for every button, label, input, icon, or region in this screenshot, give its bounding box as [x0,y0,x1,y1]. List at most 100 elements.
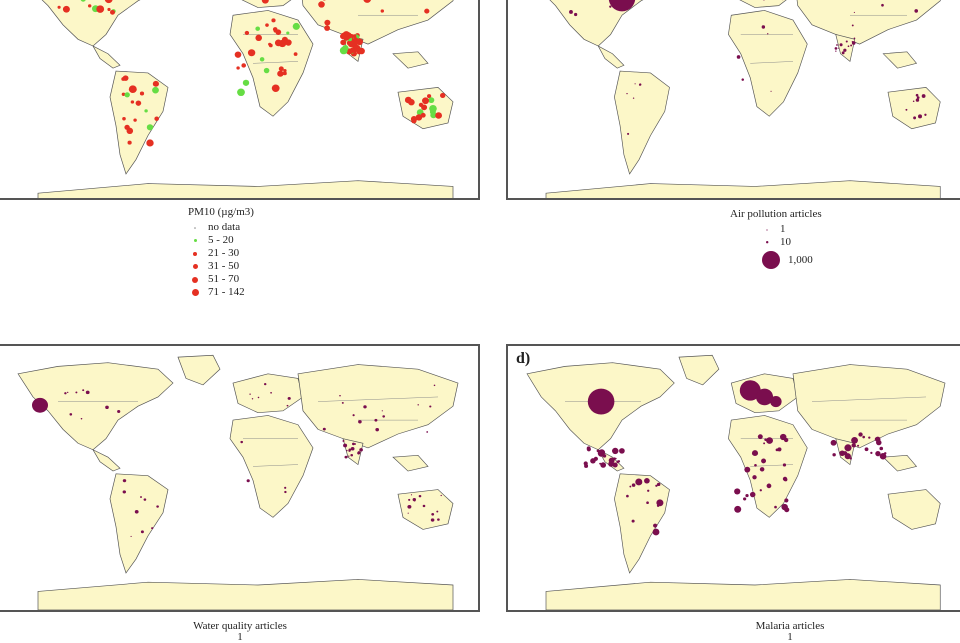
legend-dot-icon [192,251,198,257]
map-marker [110,10,115,15]
map-marker [418,404,419,405]
map-marker [245,31,249,35]
map-marker [835,47,838,50]
map-marker [382,415,385,417]
map-marker [117,410,120,413]
legend-dot-icon [761,250,781,270]
map-marker [270,392,272,394]
map-marker [421,113,426,118]
map-marker [260,57,265,61]
map-marker [763,442,765,444]
pm10-legend-item: 31 - 50 [188,260,254,273]
map-marker [125,92,130,97]
map-marker [752,475,756,479]
map-marker [840,43,843,46]
map-marker [862,436,865,439]
legend-dot-icon [191,276,199,284]
map-marker [435,112,442,119]
map-marker [323,428,326,431]
map-marker [264,383,266,385]
map-marker [440,93,445,98]
map-marker [760,467,765,471]
map-marker [283,71,287,75]
map-marker [574,13,577,16]
map-marker [151,527,153,529]
map-marker [105,406,109,409]
air-legend-item: 1,000 [760,249,822,271]
map-marker [879,447,883,451]
map-marker [760,489,762,491]
map-marker [854,38,856,40]
map-marker [429,405,431,407]
map-marker [154,117,159,121]
map-marker [343,444,347,448]
map-marker [766,437,773,444]
map-marker [236,66,239,69]
map-marker [916,98,919,101]
map-marker [745,494,748,497]
water-quality-caption: Water quality articles 1 [140,620,340,642]
map-marker [131,100,134,103]
map-marker [288,397,291,400]
map-marker [382,410,383,411]
map-marker [284,491,286,493]
pm10-legend-label: 51 - 70 [208,273,239,286]
map-marker [274,29,277,32]
map-marker [618,460,620,462]
map-marker [241,63,246,67]
map-marker [437,518,440,520]
map-marker [123,479,126,482]
pm10-legend-item: 5 - 20 [188,234,254,247]
map-marker [922,94,926,98]
map-marker [441,495,442,496]
map-marker [424,9,429,14]
map-marker [752,450,758,456]
legend-dot-icon [193,226,197,230]
map-marker [853,445,856,448]
map-marker [743,497,746,500]
map-marker [81,418,83,419]
map-marker [131,536,132,537]
map-marker [58,6,61,9]
legend-dot-icon [765,240,769,244]
legend-dot-icon [193,238,198,243]
map-marker [255,26,260,30]
map-marker [754,464,757,467]
map-marker [632,520,635,523]
map-marker [144,498,147,500]
map-marker [843,49,846,52]
map-marker [340,40,346,46]
map-marker [635,479,642,486]
map-marker [237,89,245,97]
map-marker [615,458,617,460]
map-marker [428,97,434,103]
map-marker [135,510,139,514]
map-marker [264,68,270,73]
pm10-legend-title: PM10 (µg/m3) [188,206,254,219]
pm10-legend-label: no data [208,221,240,234]
pm10-legend-item: 21 - 30 [188,247,254,260]
map-marker [842,51,845,54]
map-marker [629,486,631,488]
map-marker [363,405,366,408]
map-marker [831,440,837,446]
map-marker [781,504,787,510]
map-marker [423,505,426,507]
map-marker [857,445,859,447]
map-marker [249,394,250,395]
map-marker [836,44,838,46]
map-marker [421,105,427,111]
map-marker [838,48,839,49]
map-marker [67,392,68,393]
map-marker [767,33,768,34]
map-marker [64,392,66,394]
map-marker [348,455,349,456]
map-marker [431,518,435,521]
map-marker [346,450,347,451]
map-marker [832,453,835,456]
air-legend-label: 1 [780,223,786,236]
map-marker [770,91,771,92]
map-marker [133,119,136,122]
map-marker [350,454,353,456]
